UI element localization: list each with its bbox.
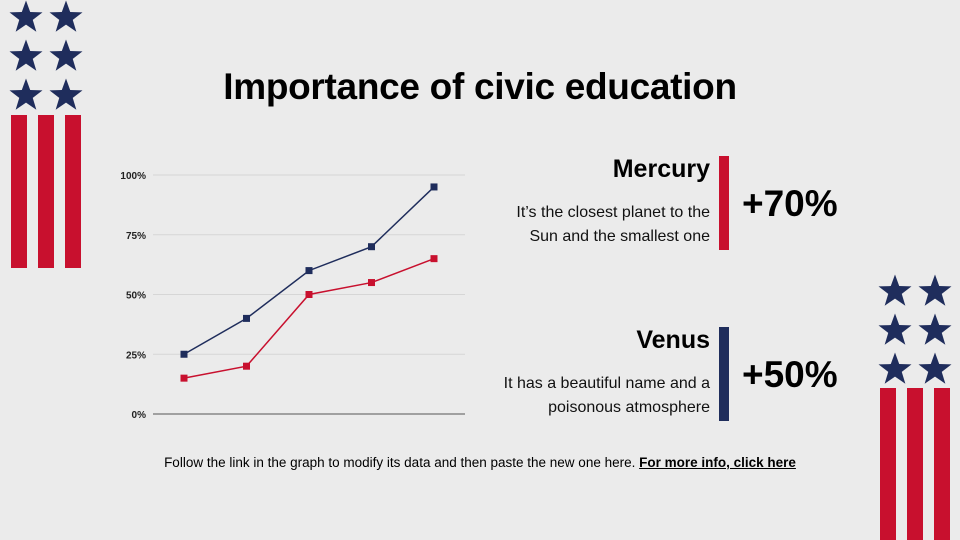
data-point xyxy=(243,362,250,370)
y-tick-label: 75% xyxy=(126,231,146,242)
stat-name-venus: Venus xyxy=(636,326,710,354)
star-icon xyxy=(48,38,84,74)
stat-description-mercury: It’s the closest planet to the Sun and t… xyxy=(450,201,710,249)
footer-note: Follow the link in the graph to modify i… xyxy=(0,455,960,470)
star-icon xyxy=(48,77,84,113)
stripe xyxy=(934,388,950,540)
desc-line: It’s the closest planet to the xyxy=(516,204,710,221)
stripe xyxy=(880,388,896,540)
data-point xyxy=(305,267,313,275)
page-title: Importance of civic education xyxy=(223,66,737,107)
stat-value-mercury: +70% xyxy=(742,183,838,224)
footer-text: Follow the link in the graph to modify i… xyxy=(164,455,636,470)
y-tick-label: 100% xyxy=(120,171,146,182)
stat-description-venus: It has a beautiful name and a poisonous … xyxy=(450,372,710,420)
stripe xyxy=(38,115,54,268)
star-icon xyxy=(917,312,953,348)
desc-line: It has a beautiful name and a xyxy=(503,375,710,392)
star-icon xyxy=(877,351,913,387)
stat-name-mercury: Mercury xyxy=(612,155,710,183)
stripe xyxy=(11,115,27,268)
stripe xyxy=(65,115,81,268)
stat-value-venus: +50% xyxy=(742,354,838,395)
star-icon xyxy=(877,273,913,309)
y-tick-label: 25% xyxy=(126,350,146,361)
star-icon xyxy=(8,77,44,113)
data-point xyxy=(430,255,438,263)
desc-line: poisonous atmosphere xyxy=(548,399,710,416)
data-point xyxy=(305,291,313,298)
desc-line: Sun and the smallest one xyxy=(529,228,710,245)
y-tick-label: 0% xyxy=(132,410,147,421)
star-icon xyxy=(917,351,953,387)
star-icon xyxy=(48,0,84,35)
data-point xyxy=(243,314,250,322)
more-info-link[interactable]: For more info, click here xyxy=(639,455,796,470)
accent-bar-navy xyxy=(719,327,729,421)
star-icon xyxy=(8,38,44,74)
data-point xyxy=(430,183,438,191)
line-chart: 0% 25% 50% 75% 100% xyxy=(120,171,465,421)
y-tick-label: 50% xyxy=(126,291,146,302)
data-point xyxy=(180,374,188,382)
series-line-2 xyxy=(183,257,435,379)
stripe xyxy=(907,388,923,540)
data-point xyxy=(368,279,375,287)
data-point xyxy=(368,243,375,251)
star-icon xyxy=(8,0,44,35)
star-icon xyxy=(917,273,953,309)
star-icon xyxy=(877,312,913,348)
data-point xyxy=(180,350,188,358)
accent-bar-red xyxy=(719,156,729,250)
